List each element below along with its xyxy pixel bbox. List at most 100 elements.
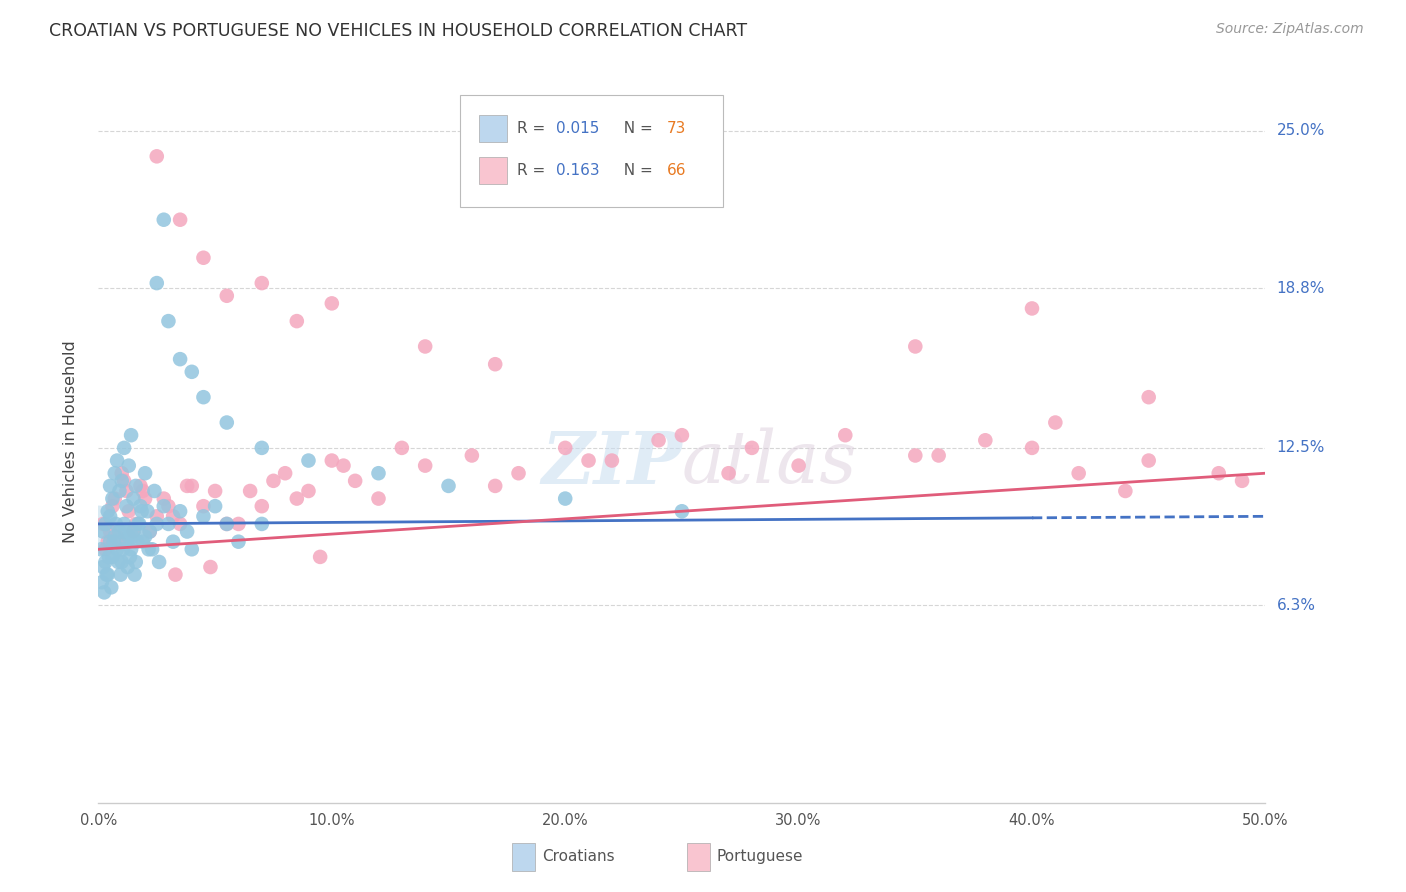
Point (1114, 483, 1136, 498)
Point (169, 352, 191, 367)
Point (110, 567, 132, 582)
Point (228, 534, 250, 549)
Point (413, 339, 436, 353)
Point (101, 549, 124, 564)
Text: 12.5%: 12.5% (1277, 441, 1324, 456)
Point (118, 458, 141, 473)
Point (321, 296, 343, 310)
Point (90, 542, 112, 557)
Point (239, 483, 262, 498)
FancyBboxPatch shape (479, 157, 508, 185)
Text: CROATIAN VS PORTUGUESE NO VEHICLES IN HOUSEHOLD CORRELATION CHART: CROATIAN VS PORTUGUESE NO VEHICLES IN HO… (49, 22, 748, 40)
Point (215, 516, 238, 531)
Point (136, 504, 159, 518)
Point (367, 491, 389, 506)
Point (125, 516, 148, 531)
Point (157, 314, 180, 328)
Point (129, 499, 152, 513)
Point (262, 474, 284, 488)
Point (138, 542, 160, 557)
Point (122, 524, 145, 539)
Point (215, 516, 238, 531)
Point (152, 212, 174, 227)
Point (91, 516, 114, 531)
Point (128, 516, 150, 531)
Point (121, 530, 143, 544)
Point (97, 504, 120, 518)
Point (117, 560, 139, 574)
Point (112, 474, 135, 488)
Point (104, 530, 127, 544)
Point (169, 504, 191, 518)
Point (127, 516, 149, 531)
Point (554, 491, 576, 506)
Text: N =: N = (614, 121, 658, 136)
Point (94, 516, 117, 531)
Point (787, 458, 810, 473)
Point (834, 428, 856, 442)
Point (1045, 416, 1067, 430)
Point (152, 491, 174, 506)
Text: R =: R = (517, 121, 551, 136)
Point (180, 479, 202, 493)
Text: 25.0%: 25.0% (1277, 123, 1324, 138)
Point (165, 567, 187, 582)
Point (169, 212, 191, 227)
Point (344, 474, 367, 488)
Point (108, 534, 131, 549)
Point (129, 479, 152, 493)
Point (131, 504, 153, 518)
Point (297, 483, 319, 498)
Point (647, 434, 669, 448)
Text: 73: 73 (666, 121, 686, 136)
Point (204, 499, 226, 513)
Point (143, 483, 166, 498)
Point (112, 516, 135, 531)
Point (1137, 390, 1160, 404)
Point (321, 453, 343, 467)
Point (134, 530, 156, 544)
Point (105, 542, 128, 557)
Text: 18.8%: 18.8% (1277, 281, 1324, 295)
Point (176, 524, 198, 539)
Point (139, 524, 162, 539)
Point (124, 567, 146, 582)
Point (717, 467, 740, 481)
Point (94, 555, 117, 569)
Point (111, 555, 134, 569)
Point (904, 449, 927, 463)
FancyBboxPatch shape (686, 843, 710, 871)
Point (101, 491, 124, 506)
Point (111, 467, 134, 481)
Point (146, 276, 169, 290)
Point (1067, 467, 1090, 481)
Text: Croatians: Croatians (541, 849, 614, 864)
Point (146, 516, 169, 531)
Point (484, 479, 506, 493)
Point (98, 534, 121, 549)
Point (193, 509, 215, 524)
Point (204, 483, 226, 498)
Point (118, 504, 141, 518)
Point (132, 483, 155, 498)
Point (115, 534, 138, 549)
Point (508, 467, 530, 481)
Point (180, 542, 202, 557)
Point (97, 567, 120, 582)
Point (285, 491, 308, 506)
Point (484, 357, 506, 371)
Point (152, 499, 174, 513)
Point (134, 491, 156, 506)
Point (741, 441, 763, 455)
Point (367, 467, 389, 481)
Text: N =: N = (614, 163, 658, 178)
Point (904, 339, 927, 353)
Y-axis label: No Vehicles in Household: No Vehicles in Household (63, 340, 77, 543)
Point (193, 499, 215, 513)
Point (274, 467, 297, 481)
Text: Source: ZipAtlas.com: Source: ZipAtlas.com (1216, 22, 1364, 37)
Point (104, 467, 127, 481)
Point (118, 530, 141, 544)
Point (105, 530, 128, 544)
Point (309, 549, 332, 564)
